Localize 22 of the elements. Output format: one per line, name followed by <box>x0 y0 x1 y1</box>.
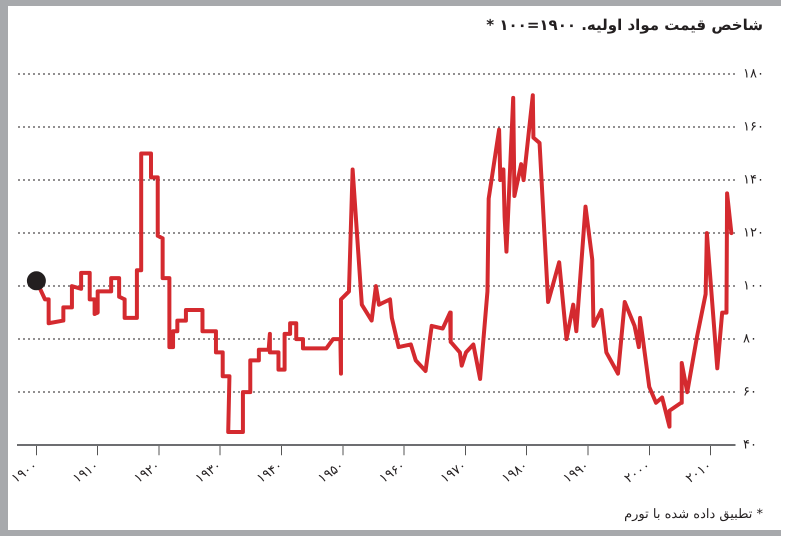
chart-title: شاخص قیمت مواد اولیه. ۱۹۰۰=۱۰۰ * <box>485 15 764 34</box>
x-tick-label: ۲۰۰۰ <box>622 458 654 487</box>
x-tick-label: ۱۹۶۰ <box>376 458 408 487</box>
y-tick-label: ۱۸۰ <box>743 66 764 82</box>
y-tick-label: ۶۰ <box>743 384 758 400</box>
text: * تطبیق داده شده با تورم <box>624 507 763 522</box>
x-tick-label: ۱۹۱۰ <box>70 458 102 487</box>
x-tick-label: ۱۹۵۰ <box>316 458 348 487</box>
y-tick-label: ۱۰۰ <box>743 278 764 294</box>
x-tick-label: ۱۹۴۰ <box>254 458 286 487</box>
y-tick-label: ۱۴۰ <box>743 172 764 188</box>
x-tick-label: ۱۹۷۰ <box>438 458 470 487</box>
x-tick-label: ۱۹۰۰ <box>9 458 41 487</box>
x-tick-label: ۱۹۸۰ <box>499 458 531 487</box>
x-tick-label: ۲۰۱۰ <box>683 458 715 487</box>
y-tick-label: ۱۲۰ <box>743 225 764 240</box>
x-tick-label: ۱۹۳۰ <box>192 458 224 487</box>
y-tick-label: ۸۰ <box>743 332 758 347</box>
y-tick-label: ۴۰ <box>743 438 758 453</box>
x-tick-label: ۱۹۹۰ <box>560 458 592 487</box>
x-tick-label: ۱۹۲۰ <box>132 458 164 487</box>
y-tick-label: ۱۶۰ <box>743 119 764 134</box>
